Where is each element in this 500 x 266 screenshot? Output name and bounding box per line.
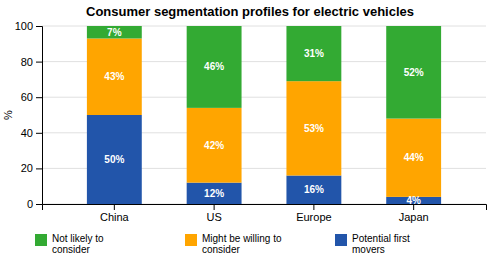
- legend-item: Might be willing toconsider: [185, 233, 282, 255]
- legend-swatch: [335, 234, 347, 246]
- tick-label: 40: [21, 127, 33, 139]
- tick-label: 0: [27, 198, 33, 210]
- tick-mark: [214, 204, 215, 210]
- data-label: 16%: [304, 184, 324, 195]
- tick: 80: [21, 56, 42, 68]
- tick-mark: [36, 133, 42, 134]
- bar: [187, 183, 242, 204]
- tick-label: 100: [15, 20, 33, 32]
- axis-line: [36, 27, 43, 205]
- tick-label: 80: [21, 56, 33, 68]
- tick-label: 20: [21, 162, 33, 174]
- tick: 40: [21, 127, 42, 139]
- chart: Consumer segmentation profiles for elect…: [0, 0, 500, 266]
- tick: 60: [21, 91, 42, 103]
- series: [87, 115, 441, 204]
- tick: Europe: [296, 204, 331, 223]
- legend-label: Potential firstmovers: [352, 233, 410, 255]
- series: [87, 26, 441, 119]
- data-label: 31%: [304, 48, 324, 59]
- tick: Japan: [399, 204, 429, 223]
- bar: [286, 176, 341, 204]
- bars: [87, 26, 441, 204]
- tick-label: US: [206, 211, 221, 223]
- axis-title: %: [2, 110, 14, 120]
- legend-label: Not likely toconsider: [52, 233, 104, 255]
- tick-mark: [36, 26, 42, 27]
- bar: [286, 81, 341, 175]
- legend: Not likely toconsider Might be willing to…: [35, 233, 410, 255]
- tick: China: [100, 204, 130, 223]
- bar: [386, 26, 441, 119]
- grid: [42, 26, 486, 204]
- data-label: 53%: [304, 123, 324, 134]
- data-label: 43%: [104, 71, 124, 82]
- bar: [386, 119, 441, 197]
- tick-label: 60: [21, 91, 33, 103]
- tick-mark: [36, 168, 42, 169]
- tick-mark: [413, 204, 414, 210]
- tick-mark: [313, 204, 314, 210]
- bar: [187, 108, 242, 183]
- tick: US: [206, 204, 221, 223]
- plot: 50%12%16%4%43%42%53%44%7%46%31%52%ChinaU…: [15, 20, 487, 223]
- data-label: 12%: [204, 188, 224, 199]
- tick-label: Europe: [296, 211, 331, 223]
- bar: [187, 26, 242, 108]
- tick-mark: [36, 62, 42, 63]
- bar: [87, 38, 142, 115]
- tick-label: Japan: [399, 211, 429, 223]
- tick: 100: [15, 20, 42, 32]
- y-axis: 0 20 40 60 80 100: [15, 20, 43, 210]
- tick-label: China: [100, 211, 130, 223]
- bar: [286, 26, 341, 81]
- data-label: 52%: [404, 67, 424, 78]
- legend-item: Potential firstmovers: [335, 233, 410, 255]
- bar: [87, 115, 142, 204]
- legend-swatch: [35, 234, 47, 246]
- data-label: 44%: [404, 152, 424, 163]
- legend-item: Not likely toconsider: [35, 233, 104, 255]
- axis-line: [43, 205, 487, 211]
- tick: 20: [21, 162, 42, 174]
- tick-mark: [114, 204, 115, 210]
- data-label: 7%: [107, 27, 122, 38]
- title: Consumer segmentation profiles for elect…: [86, 4, 414, 19]
- tick-mark: [36, 97, 42, 98]
- legend-swatch: [185, 234, 197, 246]
- bar: [87, 26, 142, 38]
- tick: 0: [27, 198, 42, 210]
- data-label: 46%: [204, 61, 224, 72]
- legend-label: Might be willing toconsider: [202, 233, 282, 255]
- x-axis: China US Europe Japan: [43, 204, 487, 223]
- data-labels: 50%12%16%4%43%42%53%44%7%46%31%52%: [104, 27, 423, 206]
- data-label: 42%: [204, 140, 224, 151]
- tick-mark: [36, 204, 42, 205]
- data-label: 50%: [104, 154, 124, 165]
